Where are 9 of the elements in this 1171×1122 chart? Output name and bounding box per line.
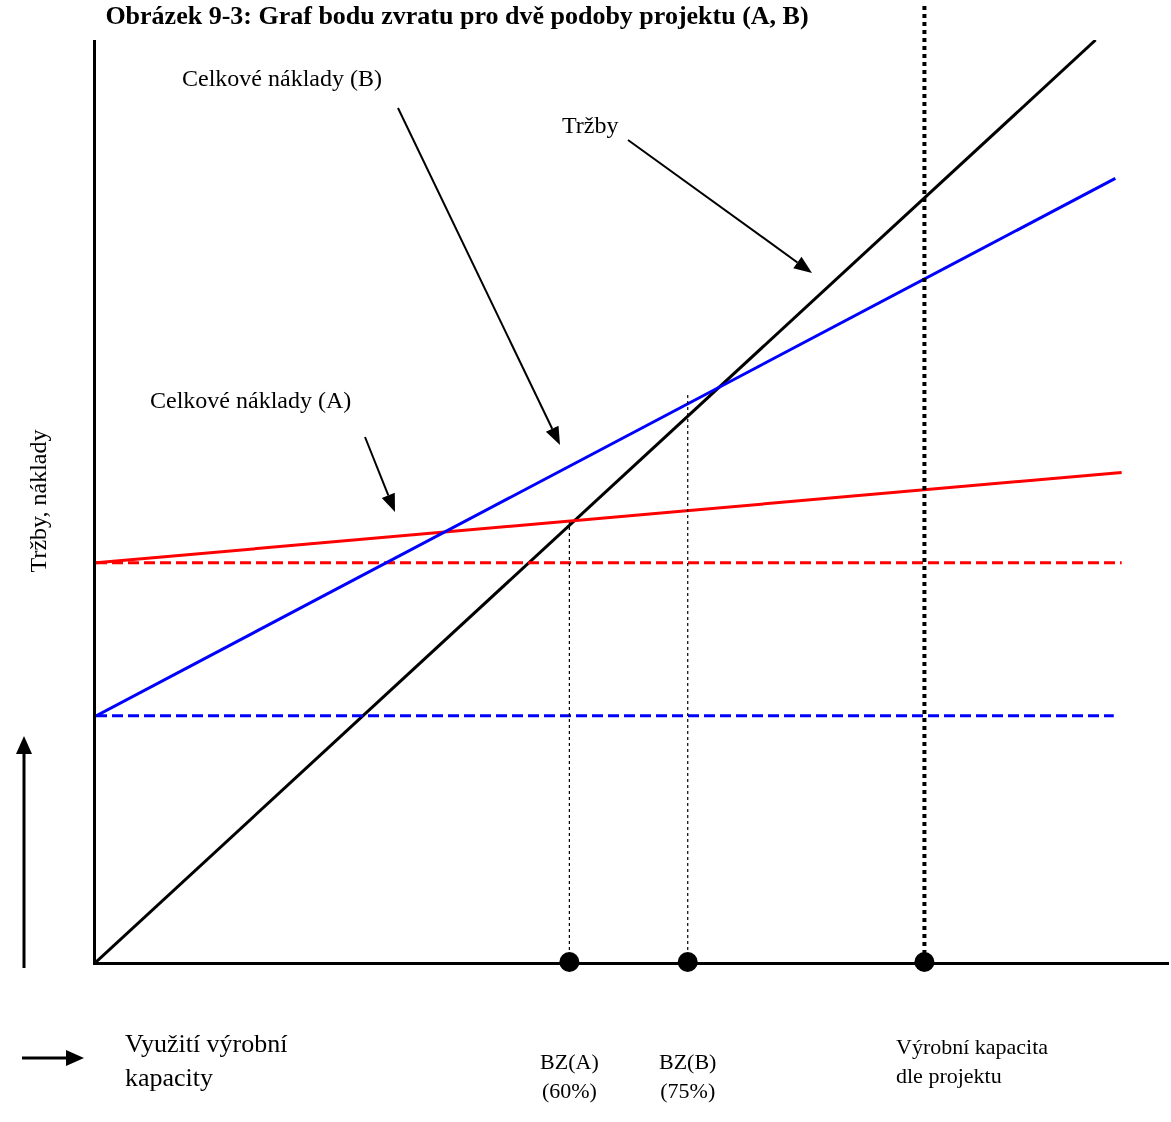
x-tick-label: BZ(B) (75%) bbox=[659, 1049, 717, 1103]
x-axis-title: Využití výrobní kapacity bbox=[125, 1029, 288, 1092]
annotation: Celkové náklady (A) bbox=[150, 387, 352, 413]
chart-title: Obrázek 9-3: Graf bodu zvratu pro dvě podoby projektu (A, B) bbox=[105, 0, 809, 30]
ref-line-label: Výrobní kapacita dle projektu bbox=[896, 1034, 1049, 1088]
y-axis-title: Tržby, náklady bbox=[25, 429, 52, 573]
annotation: Celkové náklady (B) bbox=[182, 65, 382, 91]
x-tick-label: BZ(A) (60%) bbox=[540, 1049, 599, 1103]
annotation: Tržby bbox=[562, 112, 619, 138]
